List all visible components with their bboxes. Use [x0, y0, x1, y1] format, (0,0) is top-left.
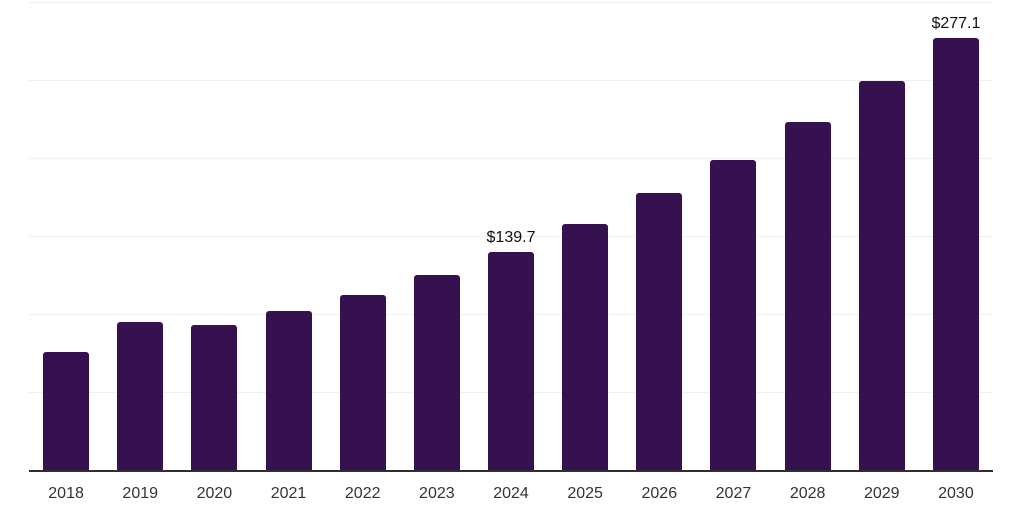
bar-2021[interactable] [265, 311, 312, 470]
x-axis-label-2027: 2027 [715, 485, 752, 502]
bar-2026[interactable] [636, 192, 683, 470]
bar-2030[interactable] [932, 37, 979, 470]
bar-2023[interactable] [413, 275, 460, 470]
x-axis-label-2018: 2018 [48, 485, 84, 502]
x-axis-label-2019: 2019 [122, 485, 159, 502]
gridline-250 [29, 80, 993, 81]
x-axis-label-2024: 2024 [493, 485, 529, 502]
bar-2024[interactable] [488, 252, 534, 470]
gridline-150 [29, 236, 993, 237]
bar-2029[interactable] [858, 81, 905, 470]
bar-2020[interactable] [191, 325, 238, 470]
x-axis-label-2026: 2026 [641, 485, 678, 502]
x-axis-label-2022: 2022 [344, 485, 381, 502]
bar-2019[interactable] [117, 322, 164, 470]
bar-2027[interactable] [710, 160, 757, 470]
x-axis-label-2030: 2030 [938, 485, 974, 502]
x-axis-label-2028: 2028 [789, 485, 826, 502]
bar-2018[interactable] [43, 352, 90, 470]
x-axis-label-2029: 2029 [863, 485, 900, 502]
x-axis-label-2023: 2023 [419, 485, 455, 502]
x-axis-label-2020: 2020 [196, 485, 233, 502]
bar-2022[interactable] [339, 295, 386, 470]
x-axis-line [29, 470, 993, 472]
bar-2028[interactable] [784, 122, 831, 470]
gridline-300 [29, 2, 993, 3]
data-label-2030: $277.1 [931, 14, 981, 32]
x-axis-label-2025: 2025 [567, 485, 603, 502]
data-label-2024: $139.7 [486, 229, 536, 247]
x-axis-label-2021: 2021 [270, 485, 307, 502]
bar-2025[interactable] [562, 224, 609, 470]
gridline-200 [29, 158, 993, 159]
